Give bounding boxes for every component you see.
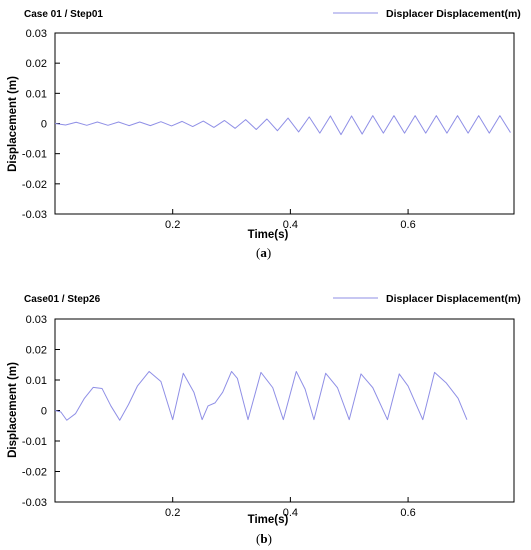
series-line	[54, 115, 511, 136]
x-tick-label: 0.6	[400, 507, 415, 519]
y-axis-label: Displacement (m)	[7, 76, 19, 172]
caption-letter: b	[260, 531, 267, 546]
y-tick-label: -0.03	[22, 497, 47, 509]
figure-caption: (a)	[256, 245, 271, 260]
x-tick-label: 0.2	[165, 507, 180, 519]
caption-open: (	[256, 245, 260, 260]
y-tick-label: 0.02	[26, 58, 47, 70]
y-tick-label: 0.01	[26, 375, 47, 387]
chart-title: Case01 / Step26	[24, 294, 101, 305]
x-axis-label: Time(s)	[248, 229, 289, 241]
y-tick-label: -0.03	[22, 209, 47, 221]
x-axis-label: Time(s)	[248, 514, 289, 526]
series-line	[54, 370, 468, 421]
figure-caption: (b)	[256, 531, 272, 546]
caption-letter: a	[260, 245, 267, 260]
y-tick-label: 0	[41, 119, 47, 131]
y-axis-label: Displacement (m)	[7, 362, 19, 458]
x-tick-label: 0.4	[283, 507, 298, 519]
y-tick-label: 0.03	[26, 28, 47, 40]
x-tick-label: 0.2	[165, 219, 180, 231]
y-axis: 0.03 0.02 0.01 0 -0.01 -0.02 -0.03	[22, 28, 60, 221]
y-tick-label: 0.03	[26, 314, 47, 326]
y-tick-label: 0.01	[26, 88, 47, 100]
y-tick-label: -0.02	[22, 179, 47, 191]
y-axis: 0.03 0.02 0.01 0 -0.01 -0.02 -0.03	[22, 314, 60, 509]
caption-open: (	[256, 531, 260, 546]
y-tick-label: 0.02	[26, 345, 47, 357]
x-tick-label: 0.6	[400, 219, 415, 231]
caption-close: )	[268, 531, 272, 546]
y-tick-label: -0.02	[22, 467, 47, 479]
x-axis: 0.2 0.4 0.6	[165, 209, 416, 231]
y-tick-label: -0.01	[22, 436, 47, 448]
y-tick-label: 0	[41, 406, 47, 418]
chart-panel-a: Case 01 / Step01 Displacer Displacement(…	[7, 8, 521, 260]
x-tick-label: 0.4	[283, 219, 298, 231]
caption-close: )	[267, 245, 271, 260]
plot-frame	[54, 318, 515, 503]
legend-label: Displacer Displacement(m)	[386, 293, 521, 305]
y-tick-label: -0.01	[22, 149, 47, 161]
chart-title: Case 01 / Step01	[24, 9, 103, 20]
x-axis: 0.2 0.4 0.6	[165, 497, 416, 519]
legend-label: Displacer Displacement(m)	[386, 8, 521, 20]
chart-panel-b: Case01 / Step26 Displacer Displacement(m…	[7, 293, 521, 546]
